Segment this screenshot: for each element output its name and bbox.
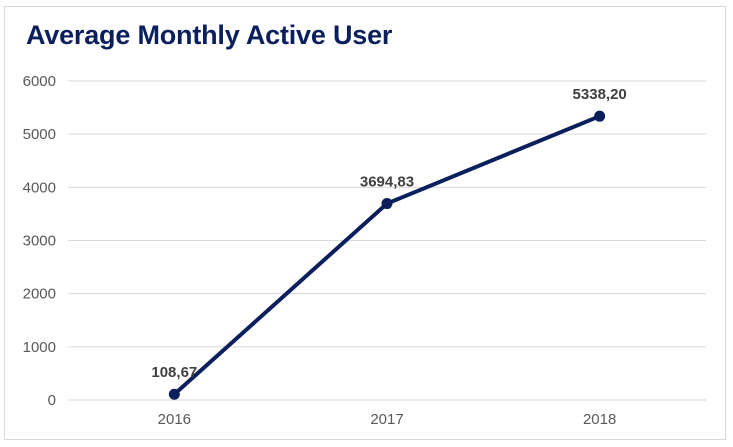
series xyxy=(168,110,606,400)
series-line xyxy=(172,114,602,397)
y-tick-label: 0 xyxy=(48,392,56,409)
y-tick-label: 2000 xyxy=(23,286,56,303)
y-axis: 0 1000 2000 3000 4000 5000 6000 xyxy=(23,73,56,409)
x-tick-label: 2016 xyxy=(158,411,191,428)
data-point xyxy=(594,110,606,122)
data-point xyxy=(168,388,180,400)
data-label: 3694,83 xyxy=(360,174,414,191)
y-tick-label: 4000 xyxy=(23,179,56,196)
x-tick-label: 2017 xyxy=(370,411,403,428)
data-label: 5338,20 xyxy=(573,86,627,103)
x-axis: 2016 2017 2018 xyxy=(158,411,617,428)
y-tick-label: 1000 xyxy=(23,339,56,356)
data-label: 108,67 xyxy=(151,364,197,381)
x-tick-label: 2018 xyxy=(583,411,616,428)
data-point xyxy=(381,198,393,210)
y-tick-label: 3000 xyxy=(23,233,56,250)
y-tick-label: 5000 xyxy=(23,126,56,143)
y-tick-label: 6000 xyxy=(23,73,56,90)
data-labels: 108,67 3694,83 5338,20 xyxy=(151,86,626,381)
chart-title: Average Monthly Active User xyxy=(26,20,393,50)
gridlines xyxy=(68,80,706,401)
